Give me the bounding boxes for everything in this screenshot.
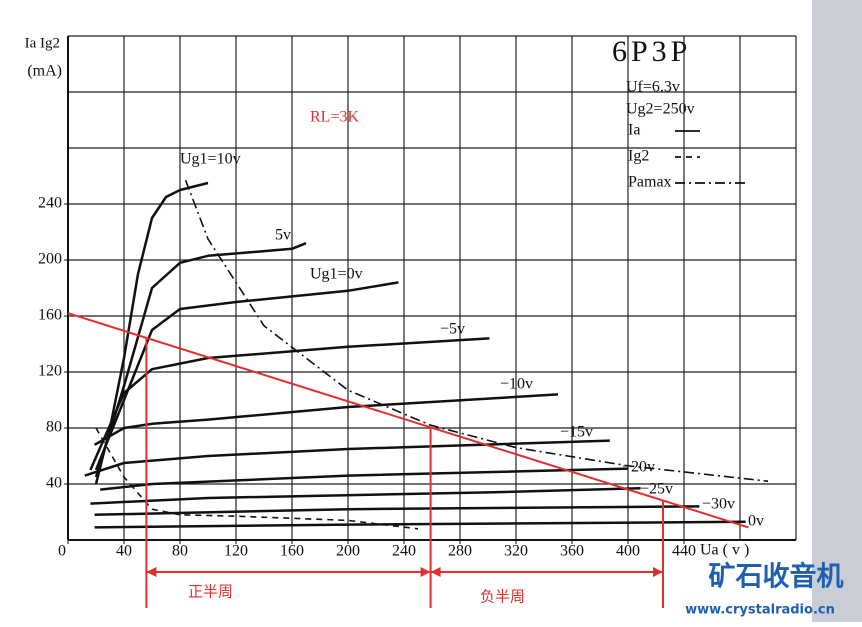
x-tick-label: 240 (392, 543, 416, 560)
y-tick-label: 120 (38, 363, 62, 380)
subtitle: Uf=6.3v (626, 79, 680, 96)
x-tick-label: 200 (336, 543, 360, 560)
y-axis-unit: (mA) (27, 63, 62, 80)
y-tick-label: 160 (38, 307, 62, 324)
curve-label: 5v (275, 227, 291, 244)
x-tick-label: 40 (116, 543, 132, 560)
curve (93, 393, 559, 446)
x-tick-label: 120 (224, 543, 248, 560)
curve-label: −15v (560, 424, 593, 441)
y-axis-label: Ia Ig2 (25, 35, 60, 51)
y-tick-label: 40 (46, 475, 62, 492)
curve (94, 281, 399, 471)
curve (94, 242, 307, 478)
x-tick-label: 0 (58, 543, 66, 560)
y-tick-label: 80 (46, 419, 62, 436)
x-tick-label: 400 (616, 543, 640, 560)
curve-label: −30v (702, 496, 735, 513)
curve-label: −25v (640, 481, 673, 498)
y-tick-label: 240 (38, 195, 62, 212)
x-axis-label: Ua ( v ) (700, 542, 749, 559)
legend-label: Ia (628, 122, 640, 139)
logo-url: www.crystalradio.cn (685, 603, 835, 618)
curve (100, 467, 629, 491)
legend-label: Pamax (628, 174, 672, 191)
half-cycle-label: 负半周 (480, 588, 525, 605)
x-tick-label: 160 (280, 543, 304, 560)
curve (84, 439, 610, 477)
logo-title: 矿石收音机 (709, 561, 844, 593)
x-tick-label: 360 (560, 543, 584, 560)
curve (94, 520, 746, 529)
x-tick-label: 80 (172, 543, 188, 560)
y-tick-label: 200 (38, 251, 62, 268)
side-panel (812, 0, 862, 622)
chart-title: 6P3P (612, 35, 691, 68)
curve (89, 337, 490, 471)
curve-label: −10v (500, 376, 533, 393)
curve (94, 181, 209, 485)
pamax-curve (184, 179, 769, 482)
x-tick-label: 320 (504, 543, 528, 560)
load-line (67, 312, 749, 529)
load-line-label: RL=3K (310, 109, 359, 126)
curve-label: −5v (440, 321, 465, 338)
half-cycle-label: 正半周 (188, 583, 233, 600)
ig2-curve (95, 427, 419, 530)
legend-label: Ig2 (628, 148, 649, 165)
subtitle: Ug2=250v (626, 101, 695, 118)
curve-label: Ug1=0v (310, 266, 363, 283)
x-tick-label: 440 (672, 543, 696, 560)
curve (90, 486, 641, 505)
curve (94, 505, 700, 517)
x-tick-label: 280 (448, 543, 472, 560)
curve-label: Ug1=10v (180, 151, 241, 168)
curve-label: 0v (748, 513, 764, 530)
